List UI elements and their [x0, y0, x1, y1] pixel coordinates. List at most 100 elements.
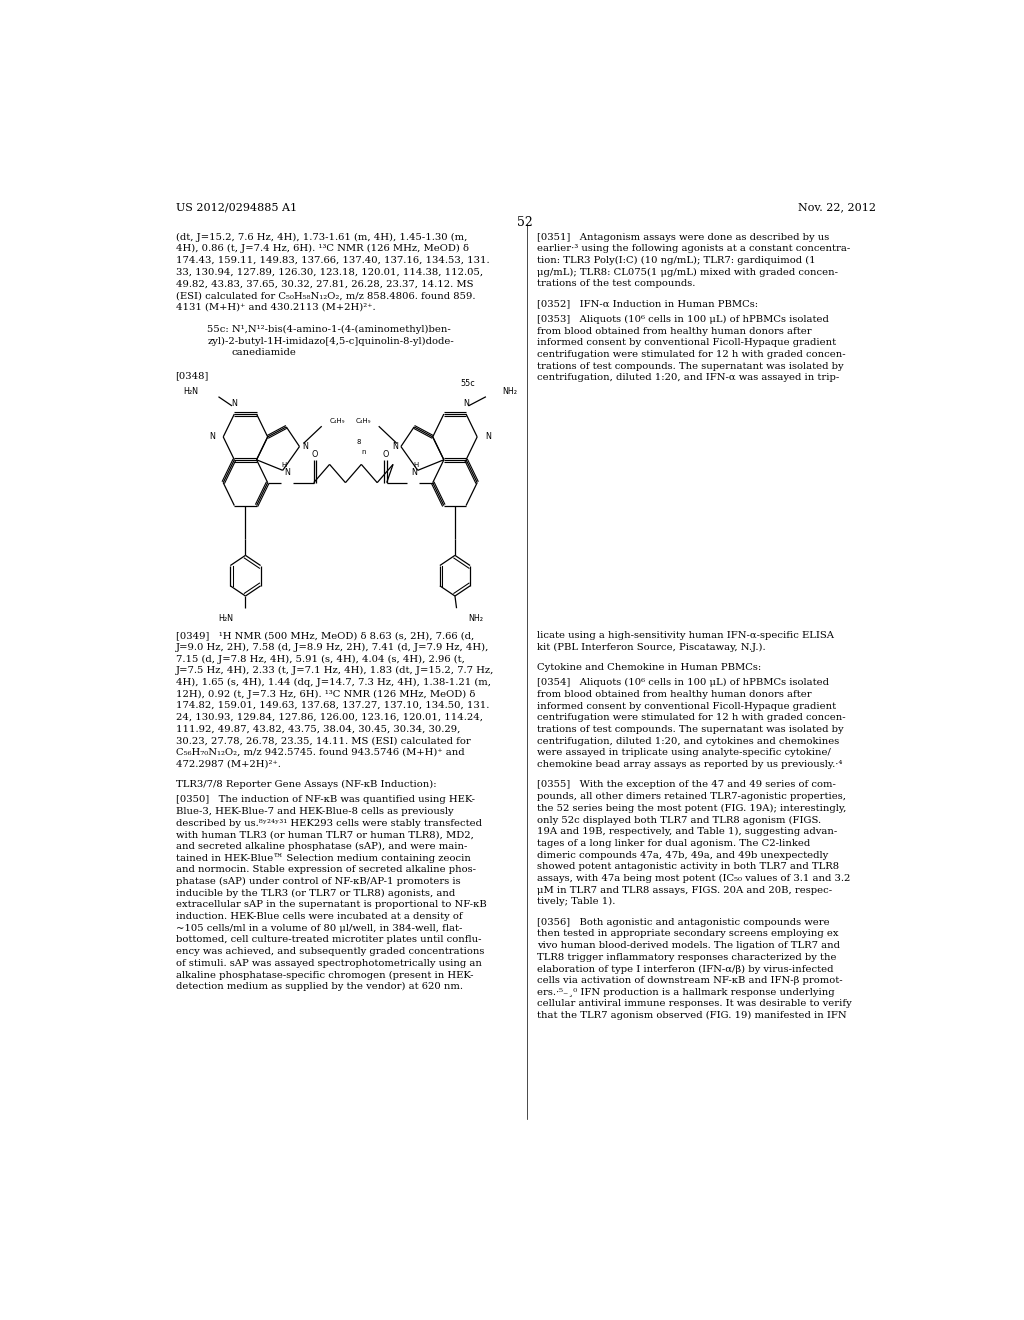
Text: 19A and 19B, respectively, and Table 1), suggesting advan-: 19A and 19B, respectively, and Table 1),…: [537, 828, 837, 837]
Text: inducible by the TLR3 (or TLR7 or TLR8) agonists, and: inducible by the TLR3 (or TLR7 or TLR8) …: [176, 888, 455, 898]
Text: [0353]   Aliquots (10⁶ cells in 100 μL) of hPBMCs isolated: [0353] Aliquots (10⁶ cells in 100 μL) of…: [537, 315, 828, 323]
Text: [0351]   Antagonism assays were done as described by us: [0351] Antagonism assays were done as de…: [537, 232, 829, 242]
Text: licate using a high-sensitivity human IFN-α-specific ELISA: licate using a high-sensitivity human IF…: [537, 631, 834, 640]
Text: bottomed, cell culture-treated microtiter plates until conflu-: bottomed, cell culture-treated microtite…: [176, 936, 481, 944]
Text: O: O: [311, 450, 317, 459]
Text: [0349]   ¹H NMR (500 MHz, MeOD) δ 8.63 (s, 2H), 7.66 (d,: [0349] ¹H NMR (500 MHz, MeOD) δ 8.63 (s,…: [176, 631, 474, 640]
Text: tively; Table 1).: tively; Table 1).: [537, 898, 615, 907]
Text: induction. HEK-Blue cells were incubated at a density of: induction. HEK-Blue cells were incubated…: [176, 912, 462, 921]
Text: 4H), 0.86 (t, J=7.4 Hz, 6H). ¹³C NMR (126 MHz, MeOD) δ: 4H), 0.86 (t, J=7.4 Hz, 6H). ¹³C NMR (12…: [176, 244, 469, 253]
Text: and secreted alkaline phosphatase (sAP), and were main-: and secreted alkaline phosphatase (sAP),…: [176, 842, 467, 851]
Text: ers.·⁵₋¸⁰ IFN production is a hallmark response underlying: ers.·⁵₋¸⁰ IFN production is a hallmark r…: [537, 987, 835, 997]
Text: [0354]   Aliquots (10⁶ cells in 100 μL) of hPBMCs isolated: [0354] Aliquots (10⁶ cells in 100 μL) of…: [537, 678, 828, 688]
Text: of stimuli. sAP was assayed spectrophotometrically using an: of stimuli. sAP was assayed spectrophoto…: [176, 958, 481, 968]
Text: trations of test compounds. The supernatant was isolated by: trations of test compounds. The supernat…: [537, 362, 844, 371]
Text: 111.92, 49.87, 43.82, 43.75, 38.04, 30.45, 30.34, 30.29,: 111.92, 49.87, 43.82, 43.75, 38.04, 30.4…: [176, 725, 460, 734]
Text: 30.23, 27.78, 26.78, 23.35, 14.11. MS (ESI) calculated for: 30.23, 27.78, 26.78, 23.35, 14.11. MS (E…: [176, 737, 470, 746]
Text: centrifugation were stimulated for 12 h with graded concen-: centrifugation were stimulated for 12 h …: [537, 713, 846, 722]
Text: ency was achieved, and subsequently graded concentrations: ency was achieved, and subsequently grad…: [176, 948, 484, 956]
Text: alkaline phosphatase-specific chromogen (present in HEK-: alkaline phosphatase-specific chromogen …: [176, 970, 473, 979]
Text: 33, 130.94, 127.89, 126.30, 123.18, 120.01, 114.38, 112.05,: 33, 130.94, 127.89, 126.30, 123.18, 120.…: [176, 268, 482, 277]
Text: H: H: [414, 462, 419, 469]
Text: 49.82, 43.83, 37.65, 30.32, 27.81, 26.28, 23.37, 14.12. MS: 49.82, 43.83, 37.65, 30.32, 27.81, 26.28…: [176, 280, 473, 288]
Text: [0350]   The induction of NF-κB was quantified using HEK-: [0350] The induction of NF-κB was quanti…: [176, 795, 474, 804]
Text: from blood obtained from healthy human donors after: from blood obtained from healthy human d…: [537, 690, 811, 700]
Text: [0348]: [0348]: [176, 371, 209, 380]
Text: C₄H₉: C₄H₉: [330, 418, 345, 424]
Text: zyl)-2-butyl-1H-imidazo[4,5-c]quinolin-8-yl)dode-: zyl)-2-butyl-1H-imidazo[4,5-c]quinolin-8…: [207, 337, 454, 346]
Text: NH₂: NH₂: [468, 614, 483, 623]
Text: that the TLR7 agonism observed (FIG. 19) manifested in IFN: that the TLR7 agonism observed (FIG. 19)…: [537, 1011, 846, 1020]
Text: N: N: [210, 433, 215, 441]
Text: assays, with 47a being most potent (IC₅₀ values of 3.1 and 3.2: assays, with 47a being most potent (IC₅₀…: [537, 874, 850, 883]
Text: N: N: [284, 469, 290, 477]
Text: chemokine bead array assays as reported by us previously.·⁴: chemokine bead array assays as reported …: [537, 760, 842, 770]
Text: 12H), 0.92 (t, J=7.3 Hz, 6H). ¹³C NMR (126 MHz, MeOD) δ: 12H), 0.92 (t, J=7.3 Hz, 6H). ¹³C NMR (1…: [176, 689, 475, 698]
Text: [0355]   With the exception of the 47 and 49 series of com-: [0355] With the exception of the 47 and …: [537, 780, 836, 789]
Text: J=9.0 Hz, 2H), 7.58 (d, J=8.9 Hz, 2H), 7.41 (d, J=7.9 Hz, 4H),: J=9.0 Hz, 2H), 7.58 (d, J=8.9 Hz, 2H), 7…: [176, 643, 489, 652]
Text: with human TLR3 (or human TLR7 or human TLR8), MD2,: with human TLR3 (or human TLR7 or human …: [176, 830, 473, 840]
Text: tained in HEK-Blue™ Selection medium containing zeocin: tained in HEK-Blue™ Selection medium con…: [176, 854, 470, 863]
Text: H₂N: H₂N: [218, 614, 233, 623]
Text: centrifugation, diluted 1:20, and cytokines and chemokines: centrifugation, diluted 1:20, and cytoki…: [537, 737, 839, 746]
Text: N: N: [411, 469, 417, 477]
Text: 472.2987 (M+2H)²⁺.: 472.2987 (M+2H)²⁺.: [176, 759, 281, 768]
Text: n: n: [361, 449, 366, 455]
Text: earlier·³ using the following agonists at a constant concentra-: earlier·³ using the following agonists a…: [537, 244, 850, 253]
Text: from blood obtained from healthy human donors after: from blood obtained from healthy human d…: [537, 326, 811, 335]
Text: N: N: [231, 400, 238, 408]
Text: ~105 cells/ml in a volume of 80 μl/well, in 384-well, flat-: ~105 cells/ml in a volume of 80 μl/well,…: [176, 924, 462, 933]
Text: centrifugation were stimulated for 12 h with graded concen-: centrifugation were stimulated for 12 h …: [537, 350, 846, 359]
Text: dimeric compounds 47a, 47b, 49a, and 49b unexpectedly: dimeric compounds 47a, 47b, 49a, and 49b…: [537, 850, 828, 859]
Text: trations of the test compounds.: trations of the test compounds.: [537, 280, 695, 288]
Text: 4131 (M+H)⁺ and 430.2113 (M+2H)²⁺.: 4131 (M+H)⁺ and 430.2113 (M+2H)²⁺.: [176, 302, 375, 312]
Text: N: N: [463, 400, 469, 408]
Text: 174.82, 159.01, 149.63, 137.68, 137.27, 137.10, 134.50, 131.: 174.82, 159.01, 149.63, 137.68, 137.27, …: [176, 701, 489, 710]
Text: (ESI) calculated for C₅₀H₅₈N₁₂O₂, m/z 858.4806. found 859.: (ESI) calculated for C₅₀H₅₈N₁₂O₂, m/z 85…: [176, 290, 475, 300]
Text: (dt, J=15.2, 7.6 Hz, 4H), 1.73-1.61 (m, 4H), 1.45-1.30 (m,: (dt, J=15.2, 7.6 Hz, 4H), 1.73-1.61 (m, …: [176, 232, 467, 242]
Text: 55c: 55c: [460, 379, 475, 388]
Text: canediamide: canediamide: [231, 348, 296, 358]
Text: [0352]   IFN-α Induction in Human PBMCs:: [0352] IFN-α Induction in Human PBMCs:: [537, 300, 758, 309]
Text: μM in TLR7 and TLR8 assays, FIGS. 20A and 20B, respec-: μM in TLR7 and TLR8 assays, FIGS. 20A an…: [537, 886, 831, 895]
Text: H₂N: H₂N: [183, 387, 199, 396]
Text: pounds, all other dimers retained TLR7-agonistic properties,: pounds, all other dimers retained TLR7-a…: [537, 792, 846, 801]
Text: the 52 series being the most potent (FIG. 19A); interestingly,: the 52 series being the most potent (FIG…: [537, 804, 846, 813]
Text: kit (PBL Interferon Source, Piscataway, N.J.).: kit (PBL Interferon Source, Piscataway, …: [537, 643, 765, 652]
Text: O: O: [383, 450, 389, 459]
Text: vivo human blood-derived models. The ligation of TLR7 and: vivo human blood-derived models. The lig…: [537, 941, 840, 950]
Text: Nov. 22, 2012: Nov. 22, 2012: [799, 202, 877, 213]
Text: US 2012/0294885 A1: US 2012/0294885 A1: [176, 202, 297, 213]
Text: extracellular sAP in the supernatant is proportional to NF-κB: extracellular sAP in the supernatant is …: [176, 900, 486, 909]
Text: Blue-3, HEK-Blue-7 and HEK-Blue-8 cells as previously: Blue-3, HEK-Blue-7 and HEK-Blue-8 cells …: [176, 807, 454, 816]
Text: cells via activation of downstream NF-κB and IFN-β promot-: cells via activation of downstream NF-κB…: [537, 975, 843, 985]
Text: described by us.⁸ʸ²⁴ʸ³¹ HEK293 cells were stably transfected: described by us.⁸ʸ²⁴ʸ³¹ HEK293 cells wer…: [176, 818, 481, 828]
Text: J=7.5 Hz, 4H), 2.33 (t, J=7.1 Hz, 4H), 1.83 (dt, J=15.2, 7.7 Hz,: J=7.5 Hz, 4H), 2.33 (t, J=7.1 Hz, 4H), 1…: [176, 667, 494, 676]
Text: μg/mL); TLR8: CL075(1 μg/mL) mixed with graded concen-: μg/mL); TLR8: CL075(1 μg/mL) mixed with …: [537, 268, 838, 277]
Text: 8: 8: [356, 440, 361, 445]
Text: informed consent by conventional Ficoll-Hypaque gradient: informed consent by conventional Ficoll-…: [537, 702, 836, 710]
Text: N: N: [392, 442, 398, 451]
Text: Cytokine and Chemokine in Human PBMCs:: Cytokine and Chemokine in Human PBMCs:: [537, 663, 761, 672]
Text: and normocin. Stable expression of secreted alkaline phos-: and normocin. Stable expression of secre…: [176, 866, 475, 874]
Text: C₄H₉: C₄H₉: [355, 418, 371, 424]
Text: were assayed in triplicate using analyte-specific cytokine/: were assayed in triplicate using analyte…: [537, 748, 830, 758]
Text: 4H), 1.65 (s, 4H), 1.44 (dq, J=14.7, 7.3 Hz, 4H), 1.38-1.21 (m,: 4H), 1.65 (s, 4H), 1.44 (dq, J=14.7, 7.3…: [176, 677, 490, 686]
Text: detection medium as supplied by the vendor) at 620 nm.: detection medium as supplied by the vend…: [176, 982, 463, 991]
Text: TLR8 trigger inflammatory responses characterized by the: TLR8 trigger inflammatory responses char…: [537, 953, 837, 962]
Text: 7.15 (d, J=7.8 Hz, 4H), 5.91 (s, 4H), 4.04 (s, 4H), 2.96 (t,: 7.15 (d, J=7.8 Hz, 4H), 5.91 (s, 4H), 4.…: [176, 655, 465, 664]
Text: N: N: [485, 433, 490, 441]
Text: 24, 130.93, 129.84, 127.86, 126.00, 123.16, 120.01, 114.24,: 24, 130.93, 129.84, 127.86, 126.00, 123.…: [176, 713, 482, 722]
Text: 174.43, 159.11, 149.83, 137.66, 137.40, 137.16, 134.53, 131.: 174.43, 159.11, 149.83, 137.66, 137.40, …: [176, 256, 489, 265]
Text: [0356]   Both agonistic and antagonistic compounds were: [0356] Both agonistic and antagonistic c…: [537, 917, 829, 927]
Text: 52: 52: [517, 216, 532, 230]
Text: phatase (sAP) under control of NF-κB/AP-1 promoters is: phatase (sAP) under control of NF-κB/AP-…: [176, 876, 460, 886]
Text: C₅₆H₇₀N₁₂O₂, m/z 942.5745. found 943.5746 (M+H)⁺ and: C₅₆H₇₀N₁₂O₂, m/z 942.5745. found 943.574…: [176, 748, 464, 756]
Text: NH₂: NH₂: [502, 387, 517, 396]
Text: tion: TLR3 Poly(I:C) (10 ng/mL); TLR7: gardiquimod (1: tion: TLR3 Poly(I:C) (10 ng/mL); TLR7: g…: [537, 256, 815, 265]
Text: showed potent antagonistic activity in both TLR7 and TLR8: showed potent antagonistic activity in b…: [537, 862, 839, 871]
Text: trations of test compounds. The supernatant was isolated by: trations of test compounds. The supernat…: [537, 725, 844, 734]
Text: 55c: N¹,N¹²-bis(4-amino-1-(4-(aminomethyl)ben-: 55c: N¹,N¹²-bis(4-amino-1-(4-(aminomethy…: [207, 325, 452, 334]
Text: TLR3/7/8 Reporter Gene Assays (NF-κB Induction):: TLR3/7/8 Reporter Gene Assays (NF-κB Ind…: [176, 780, 436, 789]
Text: elaboration of type I interferon (IFN-α/β) by virus-infected: elaboration of type I interferon (IFN-α/…: [537, 965, 834, 974]
